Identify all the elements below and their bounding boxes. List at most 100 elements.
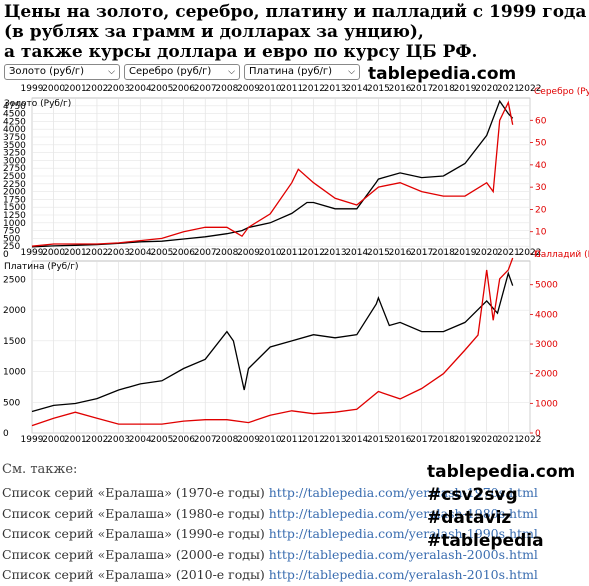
y-left-tick-label: 500 [3,234,20,244]
x-tick-label: 2005 [150,248,173,258]
x-tick-label: 2015 [367,84,390,94]
see-also-link[interactable]: http://tablepedia.com/yeralash-2010s.htm… [268,567,538,582]
hashtag-list: tablepedia.com #csv2svg #dataviz #tablepedi… [427,461,575,553]
y-right-tick-label: 3000 [535,340,558,350]
x-tick-label: 2017 [410,248,433,258]
y-left-tick-label: 0 [3,250,9,260]
chevron-down-icon: ⌵ [348,67,355,77]
y-right-tick-label: 1000 [535,399,558,409]
select-series-1-label: Золото (руб/г) [9,66,85,77]
series-line [31,271,514,413]
hashtag: #dataviz [427,508,512,528]
x-tick-label-bottom: 2018 [432,435,455,445]
y-left-axis-label: Золото (Руб/г) [4,99,71,109]
x-tick-label-bottom: 2008 [215,435,238,445]
x-tick-label: 2011 [280,84,303,94]
y-left-tick-label: 2500 [3,275,26,285]
select-series-3-label: Платина (руб/г) [249,66,333,77]
y-right-tick-label: 2000 [535,370,558,380]
see-also-item-text: Список серий «Ералаша» (1970-е годы) [2,485,269,500]
x-tick-label: 2006 [172,84,195,94]
series-line [31,100,514,247]
x-tick-label-bottom: 2021 [497,435,520,445]
y-right-tick-label: 40 [535,161,547,171]
x-tick-label-bottom: 2014 [345,435,368,445]
see-also-heading: См. также: [2,462,78,477]
y-left-tick-label: 0 [3,429,9,439]
series-line [31,99,514,248]
x-tick-label-bottom: 2009 [237,435,260,445]
x-tick-label: 2008 [215,84,238,94]
see-also-item-text: Список серий «Ералаша» (1990-е годы) [2,526,269,541]
x-tick-label: 2014 [345,84,368,94]
x-tick-label: 2012 [302,84,325,94]
y-left-tick-label: 3750 [3,133,26,143]
x-tick-label: 1999 [21,84,44,94]
select-series-2-label: Серебро (руб/г) [129,66,212,77]
see-also-item-text: Список серий «Ералаша» (2010-е годы) [2,567,269,582]
x-tick-label-bottom: 2004 [129,435,152,445]
x-tick-label-bottom: 2013 [324,435,347,445]
x-tick-label: 2016 [389,248,412,258]
y-left-tick-label: 4750 [3,102,26,112]
y-left-tick-label: 1750 [3,195,26,205]
select-series-1[interactable]: Золото (руб/г) ⌵ [4,64,120,80]
x-tick-label-bottom: 2012 [302,435,325,445]
y-right-axis-label: Серебро (Ру [534,87,589,97]
page-title: Цены на золото, серебро, платину и палла… [4,2,589,62]
see-also-item-text: Список серий «Ералаша» (2000-е годы) [2,546,269,562]
y-left-tick-label: 1000 [3,219,26,229]
x-tick-label: 2018 [432,248,455,258]
x-tick-label: 2004 [129,84,152,94]
y-left-tick-label: 3000 [3,156,26,166]
x-tick-label: 2020 [475,84,498,94]
x-tick-label-bottom: 2000 [42,435,65,445]
x-tick-label: 2013 [324,84,347,94]
y-left-tick-label: 4250 [3,117,26,127]
see-also-item: Список серий «Ералаша» (1970-е годы) htt… [2,483,538,504]
y-right-tick-label: 5000 [535,281,558,291]
select-series-2[interactable]: Серебро (руб/г) ⌵ [124,64,240,80]
x-tick-label: 2003 [107,84,130,94]
x-tick-label: 2004 [129,248,152,258]
see-also-link[interactable]: http://tablepedia.com/yeralash-1980s.htm… [268,505,538,521]
title-line-1: Цены на золото, серебро, платину и палла… [4,2,587,22]
x-tick-label-bottom: 2016 [389,435,412,445]
y-left-tick-label: 1500 [3,337,26,347]
hashtag: #tablepedia [427,531,544,551]
y-left-tick-label: 3250 [3,149,26,159]
x-tick-label: 2012 [302,248,325,258]
x-tick-label: 2006 [172,248,195,258]
x-tick-label: 2015 [367,248,390,258]
see-also-link[interactable]: http://tablepedia.com/yeralash-1990s.htm… [268,526,538,541]
plot-frame [31,260,531,434]
x-tick-label-bottom: 2010 [259,435,282,445]
x-tick-label: 2002 [86,84,109,94]
x-tick-label-bottom: 2011 [280,435,303,445]
x-tick-label: 2000 [42,84,65,94]
chevron-down-icon: ⌵ [228,67,235,77]
x-tick-label: 2019 [454,248,477,258]
brand-label: tablepedia.com [368,64,517,84]
x-tick-label-bottom: 2002 [86,435,109,445]
x-tick-label: 2011 [280,248,303,258]
y-left-tick-label: 2000 [3,188,26,198]
see-also-list: Список серий «Ералаша» (1970-е годы) htt… [2,483,538,586]
x-tick-label: 2003 [107,248,130,258]
x-tick-label-bottom: 1999 [21,435,44,445]
see-also-item: Список серий «Ералаша» (1990-е годы) htt… [2,524,538,545]
x-tick-label: 2001 [64,84,87,94]
y-right-tick-label: 50 [535,139,547,149]
y-left-axis-label: Платина (Руб/г) [4,262,78,272]
see-also-link[interactable]: http://tablepedia.com/yeralash-2000s.htm… [268,546,538,562]
title-line-2: (в рублях за грамм и долларах за унцию), [4,22,424,42]
title-line-3: а также курсы доллара и евро по курсу ЦБ… [4,42,478,62]
y-left-tick-label: 500 [3,398,20,408]
x-tick-label-bottom: 2015 [367,435,390,445]
see-also-link[interactable]: http://tablepedia.com/yeralash-1970s.htm… [268,485,538,500]
x-tick-label: 2013 [324,248,347,258]
metals-chart: 0250500750100012501500175020002250250027… [3,84,589,445]
x-tick-label: 2005 [150,84,173,94]
y-left-tick-label: 4000 [3,125,26,135]
select-series-3[interactable]: Платина (руб/г) ⌵ [244,64,360,80]
